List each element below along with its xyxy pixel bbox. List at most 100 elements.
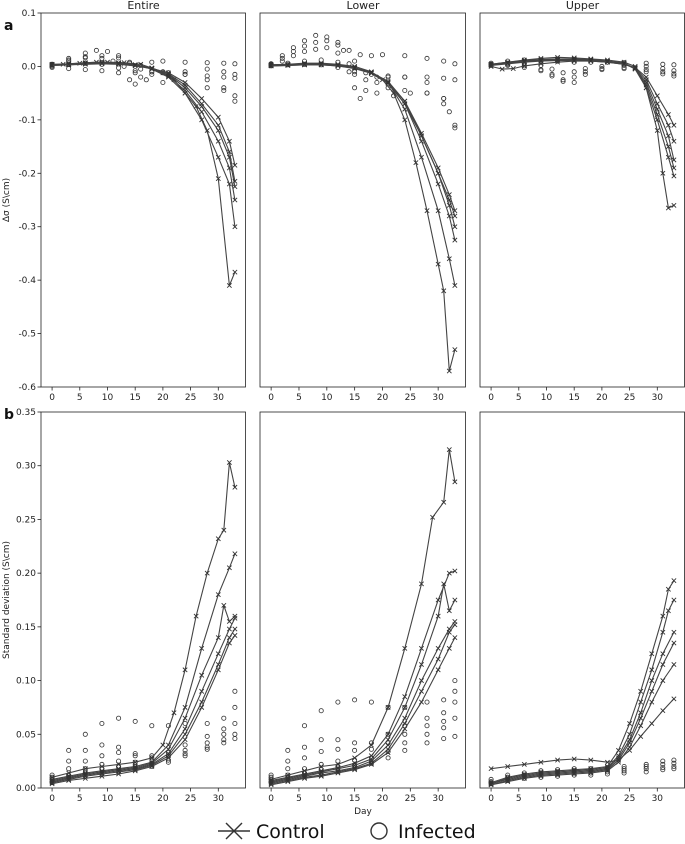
data-point-control <box>649 721 655 727</box>
legend-control-marker <box>218 822 250 840</box>
data-point-control <box>649 699 655 705</box>
data-point-control <box>638 715 644 721</box>
data-point-control <box>521 63 527 69</box>
data-point-infected <box>204 60 210 66</box>
series-infected <box>49 721 238 782</box>
data-point-infected <box>116 744 122 750</box>
data-point-control <box>215 122 221 128</box>
data-point-control <box>588 770 594 776</box>
data-point-infected <box>352 58 358 64</box>
data-point-control <box>538 759 544 765</box>
x-tick-label: 10 <box>321 794 333 804</box>
data-point-control <box>352 767 358 773</box>
data-point-infected <box>143 77 149 83</box>
data-point-control <box>435 597 441 603</box>
y-axis-label: Δσ (S\cm) <box>2 178 12 222</box>
data-point-control <box>418 154 424 160</box>
data-point-control <box>226 138 232 144</box>
y-tick-label: -0.5 <box>18 330 36 340</box>
series-control <box>268 568 458 783</box>
subplot-title: Upper <box>566 0 600 12</box>
data-point-control <box>199 672 205 678</box>
data-point-infected <box>279 53 285 59</box>
data-point-control <box>268 781 274 787</box>
data-point-control <box>555 757 561 763</box>
data-point-infected <box>335 50 341 56</box>
series-line-control <box>51 553 236 780</box>
data-point-infected <box>363 88 369 94</box>
data-point-infected <box>138 74 144 80</box>
data-point-control <box>268 782 274 788</box>
data-point-infected <box>385 731 391 737</box>
data-point-control <box>418 581 424 587</box>
data-point-control <box>215 667 221 673</box>
panel-label-b: b <box>4 407 14 423</box>
data-point-infected <box>340 47 346 53</box>
data-point-infected <box>441 718 447 724</box>
series-line-control <box>270 583 456 783</box>
data-point-control <box>268 63 274 69</box>
data-point-infected <box>671 68 677 74</box>
data-point-control <box>638 733 644 739</box>
data-point-control <box>226 626 232 632</box>
data-point-control <box>402 645 408 651</box>
data-point-control <box>66 62 72 68</box>
data-point-infected <box>290 45 296 51</box>
data-point-control <box>435 208 441 214</box>
data-point-control <box>671 578 677 584</box>
data-point-infected <box>424 740 430 746</box>
data-point-infected <box>82 731 88 737</box>
data-point-control <box>402 721 408 727</box>
data-point-control <box>418 645 424 651</box>
data-point-infected <box>335 737 341 743</box>
x-tick-label: 0 <box>268 794 274 804</box>
axes-frame <box>40 12 246 388</box>
series-control <box>49 602 238 783</box>
data-point-infected <box>560 70 566 76</box>
data-point-control <box>604 759 610 765</box>
x-tick-label: 30 <box>213 393 225 403</box>
series-control <box>49 59 238 230</box>
data-point-control <box>488 782 494 788</box>
data-point-infected <box>441 725 447 731</box>
data-point-infected <box>549 73 555 79</box>
data-point-control <box>452 568 458 574</box>
data-point-infected <box>285 758 291 764</box>
data-point-infected <box>132 751 138 757</box>
data-point-control <box>302 775 308 781</box>
data-point-infected <box>301 43 307 49</box>
data-point-infected <box>452 125 458 131</box>
data-point-control <box>660 170 666 176</box>
data-point-control <box>654 101 660 107</box>
data-point-control <box>604 768 610 774</box>
series-infected <box>268 32 458 67</box>
data-point-infected <box>643 764 649 770</box>
data-point-infected <box>452 77 458 83</box>
data-point-infected <box>66 66 72 72</box>
data-point-control <box>352 755 358 761</box>
y-axis-label: Standard deviation (S\cm) <box>2 541 12 659</box>
data-point-control <box>232 197 238 203</box>
data-point-infected <box>182 59 188 65</box>
x-tick-label: 10 <box>321 393 333 403</box>
data-point-infected <box>221 740 227 746</box>
data-point-control <box>649 678 655 684</box>
data-point-control <box>654 128 660 134</box>
data-point-infected <box>285 766 291 772</box>
data-point-control <box>588 58 594 64</box>
data-point-infected <box>232 688 238 694</box>
data-point-infected <box>204 740 210 746</box>
x-tick-label: 25 <box>405 794 416 804</box>
data-point-control <box>82 775 88 781</box>
data-point-control <box>368 70 374 76</box>
data-point-control <box>627 747 633 753</box>
data-point-control <box>232 626 238 632</box>
data-point-control <box>452 237 458 243</box>
data-point-infected <box>385 755 391 761</box>
data-point-infected <box>402 731 408 737</box>
data-point-infected <box>549 71 555 77</box>
x-tick-label: 20 <box>157 393 169 403</box>
data-point-control <box>99 763 105 770</box>
data-point-infected <box>182 751 188 757</box>
data-point-control <box>318 62 324 68</box>
